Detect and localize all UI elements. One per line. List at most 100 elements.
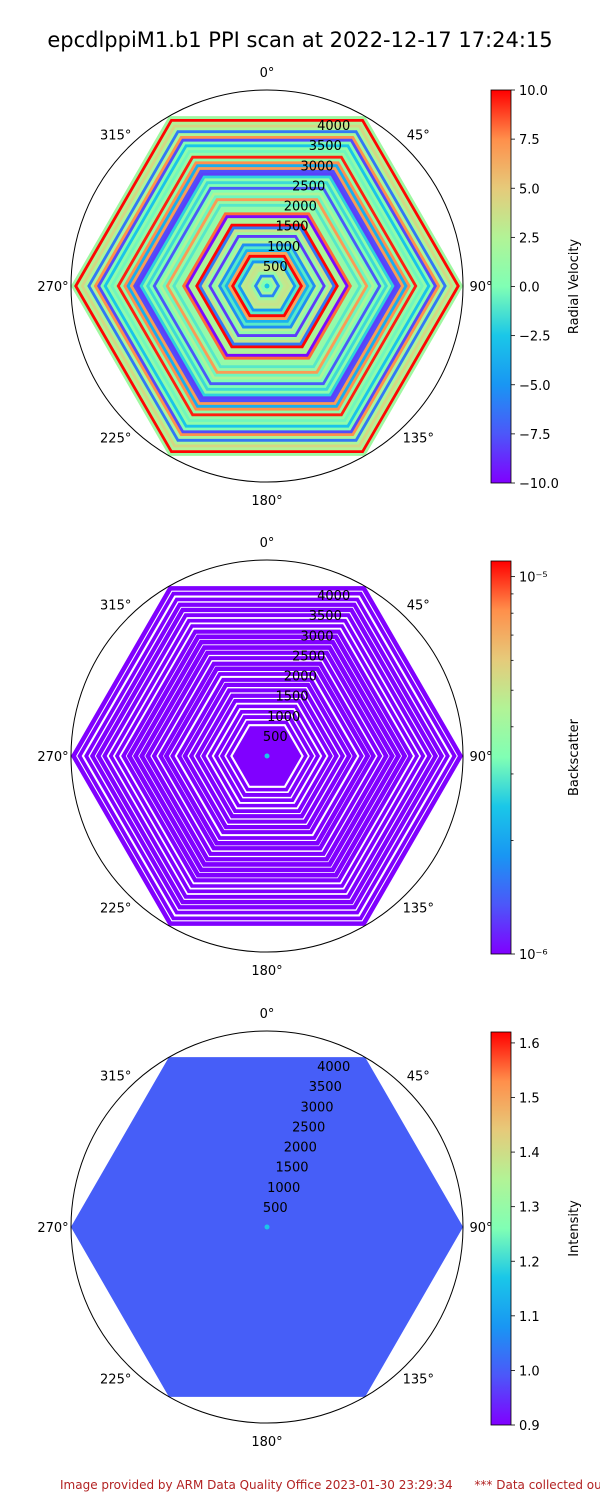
theta-tick-label: 0° xyxy=(260,1007,275,1022)
footer-warning: *** Data collected outside xyxy=(474,1478,600,1492)
r-tick-label: 3000 xyxy=(300,1100,333,1115)
r-tick-label: 2500 xyxy=(292,1120,325,1135)
scan-gap xyxy=(162,665,372,847)
scan-gap xyxy=(174,675,360,837)
theta-tick-label: 225° xyxy=(100,431,131,446)
theta-tick-label: 270° xyxy=(37,1221,68,1236)
scan-gap xyxy=(168,671,366,841)
scan-gap xyxy=(125,633,409,879)
colorbar xyxy=(490,1031,512,1426)
colorbar-tick-label: 2.5 xyxy=(519,231,540,246)
r-tick-label: 3500 xyxy=(309,139,342,154)
polar-frame xyxy=(70,559,464,953)
r-tick-label: 2000 xyxy=(284,1141,317,1156)
theta-tick-label: 315° xyxy=(100,1070,131,1085)
radar-center xyxy=(264,283,270,289)
scan-gap xyxy=(118,627,416,885)
colorbar-tick-label: 10⁻⁵ xyxy=(519,571,548,586)
colorbar-tick-label: 1.2 xyxy=(519,1255,540,1270)
colorbar-tick-label: 1.3 xyxy=(519,1201,540,1216)
r-tick-label: 4000 xyxy=(317,119,350,134)
footer-note: Image provided by ARM Data Quality Offic… xyxy=(60,1478,600,1492)
theta-tick-label: 180° xyxy=(251,494,282,509)
theta-tick-label: 270° xyxy=(37,750,68,765)
scan-gap xyxy=(187,687,347,825)
scan-gap xyxy=(112,622,422,890)
theta-tick-label: 225° xyxy=(100,901,131,916)
polar-chart-1: 0° 45° 90° 135° 180° 225° 270° 315° 500 1000 1500 2… xyxy=(37,66,582,509)
polar-frame xyxy=(70,89,464,483)
r-tick-label: 500 xyxy=(263,260,288,275)
theta-tick-label: 0° xyxy=(260,66,275,81)
r-tick-label: 1000 xyxy=(267,1181,300,1196)
polar-chart-2: 0° 45° 90° 135° 180° 225° 270° 315° 500 1000 1500 2… xyxy=(37,536,582,979)
r-tick-label: 1000 xyxy=(267,240,300,255)
scan-gap xyxy=(94,606,440,906)
scan-gap xyxy=(106,617,428,895)
scan-gap xyxy=(193,692,341,820)
theta-tick-label: 90° xyxy=(469,750,492,765)
colorbar-tick-label: 1.1 xyxy=(519,1310,540,1325)
scan-gap xyxy=(205,702,329,810)
scan-gap xyxy=(100,612,434,900)
theta-tick-label: 0° xyxy=(260,536,275,551)
colorbar-tick-label: 0.0 xyxy=(519,281,540,296)
theta-tick-label: 315° xyxy=(100,599,131,614)
theta-tick-label: 135° xyxy=(403,431,434,446)
footer-provider: Image provided by ARM Data Quality Offic… xyxy=(60,1478,453,1492)
colorbar-tick-label: −5.0 xyxy=(519,379,551,394)
theta-tick-label: 90° xyxy=(469,1221,492,1236)
scan-gap xyxy=(131,639,403,873)
scan-gap xyxy=(224,718,310,794)
colorbar-tick-label: 7.5 xyxy=(519,133,540,148)
scan-data xyxy=(70,116,464,456)
r-tick-label: 3500 xyxy=(309,1080,342,1095)
colorbar-tick-label: 0.9 xyxy=(519,1419,540,1434)
theta-tick-label: 45° xyxy=(407,599,430,614)
colorbar-tick-label: −2.5 xyxy=(519,330,551,345)
colorbar-tick-label: 10.0 xyxy=(519,84,548,99)
scan-gap xyxy=(81,595,453,917)
colorbar-tick-label: 1.6 xyxy=(519,1037,540,1052)
polar-panels: 0° 45° 90° 135° 180° 225° 270° 315° 500 1000 1500 2… xyxy=(37,66,582,1450)
r-tick-label: 1000 xyxy=(267,710,300,725)
colorbar xyxy=(490,560,512,955)
r-tick-label: 3000 xyxy=(300,629,333,644)
theta-tick-label: 135° xyxy=(403,1372,434,1387)
theta-tick-label: 45° xyxy=(407,1070,430,1085)
polar-frame xyxy=(70,1030,464,1424)
colorbar-tick-label: 5.0 xyxy=(519,182,540,197)
theta-tick-label: 180° xyxy=(251,964,282,979)
scan-gap xyxy=(156,660,378,852)
scan-gap xyxy=(138,644,396,868)
colorbar-tick-label: 1.4 xyxy=(519,1146,540,1161)
colorbar-tick-label: 10⁻⁶ xyxy=(519,948,548,963)
colorbar xyxy=(490,89,512,484)
polar-chart-3: 0° 45° 90° 135° 180° 225° 270° 315° 500 1000 1500 2… xyxy=(37,1007,582,1450)
scan-gap xyxy=(150,654,384,858)
figure-title: epcdlppiM1.b1 PPI scan at 2022-12-17 17:… xyxy=(47,28,553,52)
colorbar-tick-label: 1.5 xyxy=(519,1092,540,1107)
theta-tick-label: 90° xyxy=(469,280,492,295)
scan-gap xyxy=(144,649,390,863)
theta-tick-label: 45° xyxy=(407,129,430,144)
colorbar-label: Intensity xyxy=(567,1200,582,1257)
scan-gap xyxy=(230,724,304,788)
scan-gap xyxy=(181,681,353,831)
r-tick-label: 1500 xyxy=(275,1161,308,1176)
r-tick-label: 2000 xyxy=(284,200,317,215)
r-tick-label: 1500 xyxy=(275,690,308,705)
r-tick-label: 1500 xyxy=(275,220,308,235)
theta-tick-label: 225° xyxy=(100,1372,131,1387)
theta-tick-label: 315° xyxy=(100,129,131,144)
scan-gap xyxy=(218,713,316,799)
r-tick-label: 4000 xyxy=(317,589,350,604)
scan-gap xyxy=(76,590,458,922)
theta-tick-label: 180° xyxy=(251,1435,282,1450)
r-tick-label: 2000 xyxy=(284,670,317,685)
colorbar-label: Radial Velocity xyxy=(567,239,582,335)
colorbar-tick-label: −10.0 xyxy=(519,477,559,492)
radar-center xyxy=(264,753,270,759)
r-tick-label: 3500 xyxy=(309,609,342,624)
